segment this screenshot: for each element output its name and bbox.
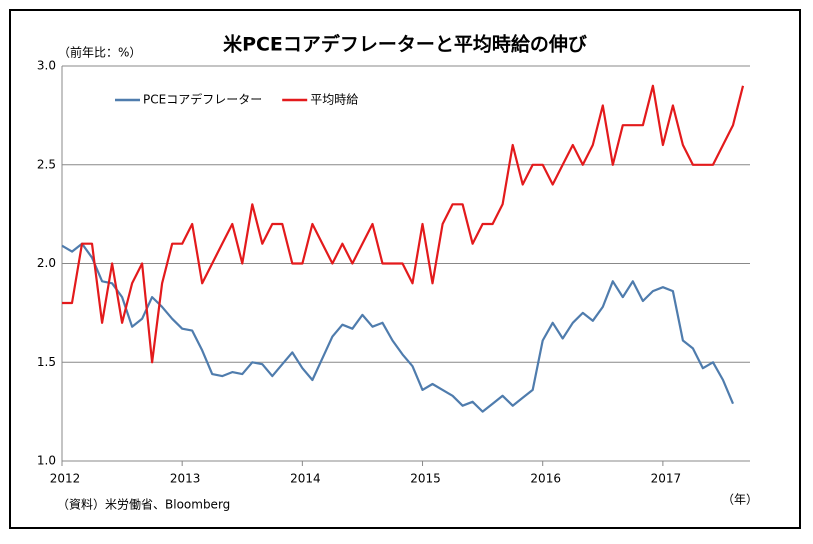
legend-label: 平均時給 (310, 93, 358, 107)
y-tick-label: 2.5 (37, 157, 56, 171)
series-line (62, 84, 745, 364)
source: （資料）米労働省、Bloomberg (57, 498, 230, 512)
x-tick-label: 2015 (410, 472, 441, 486)
chart-title: 米PCEコアデフレーターと平均時給の伸び (223, 33, 587, 56)
legend-label: PCEコアデフレーター (143, 92, 262, 107)
y-tick-label: 1.5 (37, 355, 56, 369)
y-tick-label: 3.0 (37, 59, 56, 73)
y-tick-label: 2.0 (37, 256, 56, 270)
y-tick-label: 1.0 (37, 454, 56, 468)
x-tick-label: 2017 (651, 472, 682, 486)
x-tick-label: 2013 (170, 472, 201, 486)
series-line (61, 242, 735, 413)
x-tick-label: 2012 (50, 472, 81, 486)
x-tick-label: 2016 (530, 472, 561, 486)
x-unit: （年） (722, 493, 758, 507)
y-axis-label: （前年比：%） (58, 45, 141, 60)
x-tick-label: 2014 (290, 472, 321, 486)
